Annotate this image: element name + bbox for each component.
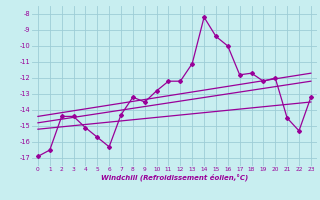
X-axis label: Windchill (Refroidissement éolien,°C): Windchill (Refroidissement éolien,°C) — [101, 174, 248, 181]
